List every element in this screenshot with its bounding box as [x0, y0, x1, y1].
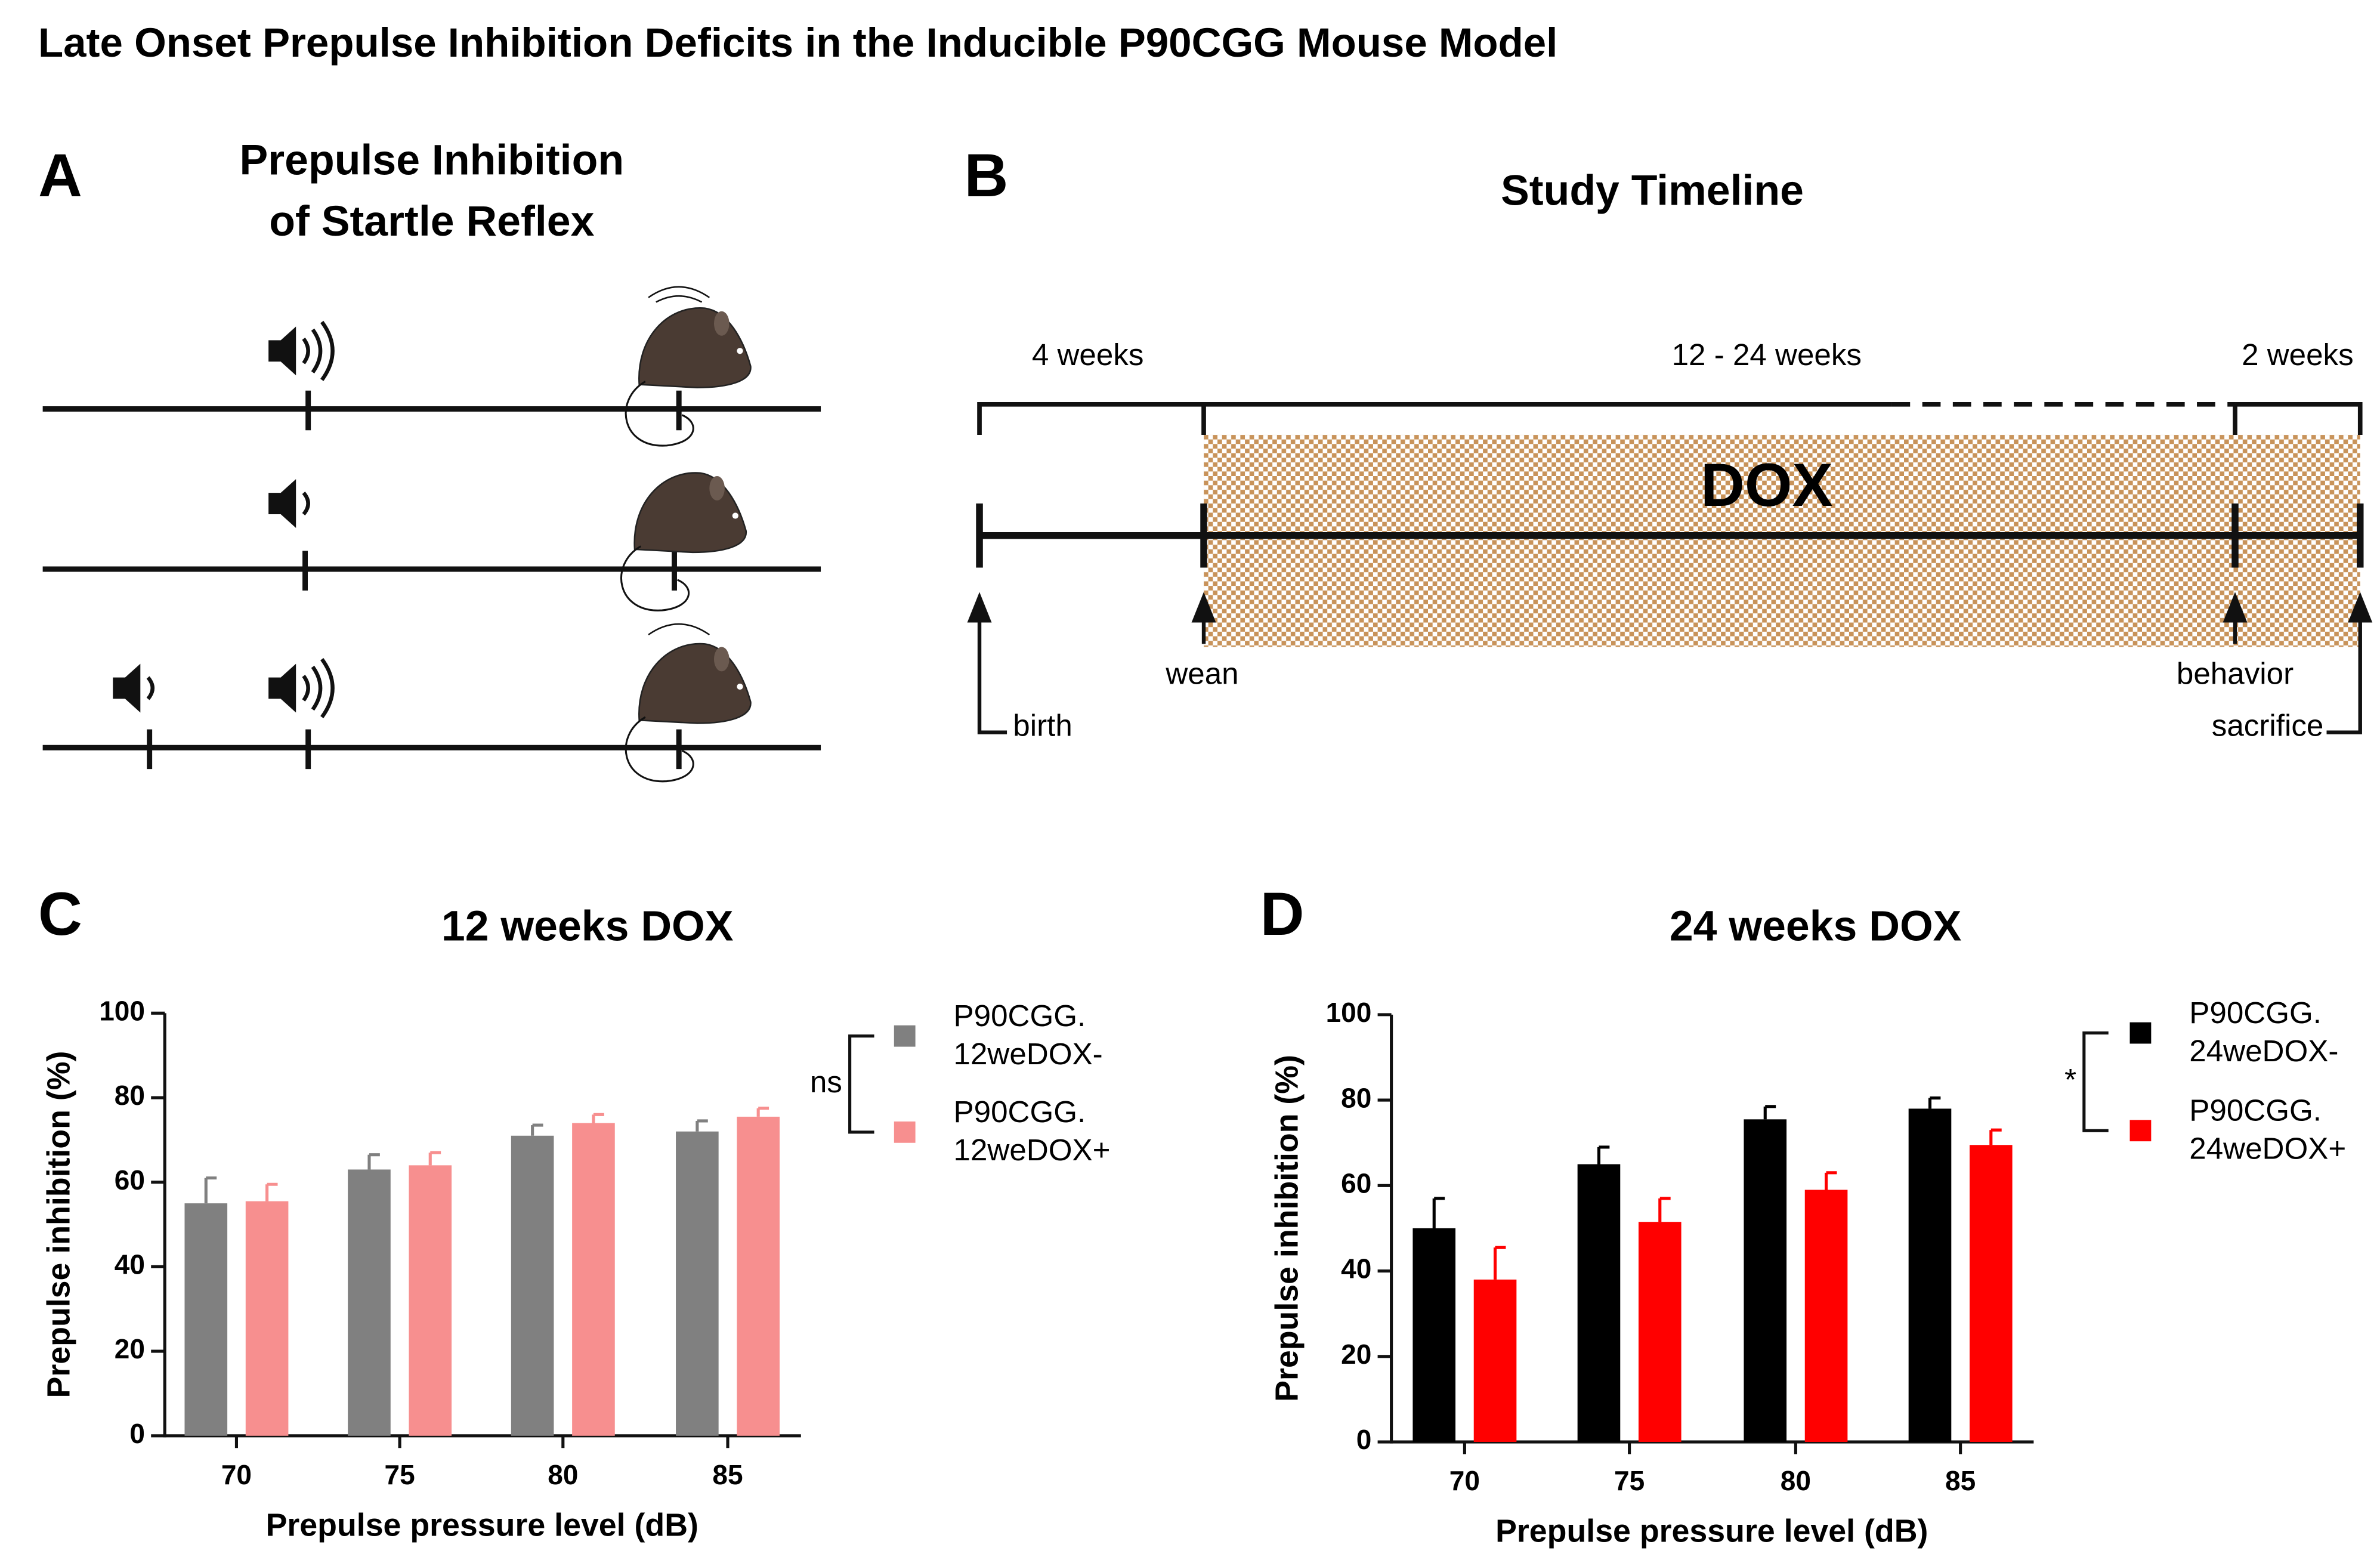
timeline — [976, 401, 2364, 734]
legend-swatch — [2129, 1022, 2152, 1044]
panel-letter: B — [964, 141, 1008, 209]
y-tick-label: 80 — [115, 1080, 145, 1111]
panel-title: of Startle Reflex — [269, 197, 594, 245]
y-tick-label: 20 — [1341, 1339, 1371, 1370]
y-tick-label: 100 — [1326, 997, 1372, 1028]
bar — [676, 1131, 719, 1436]
y-tick-label: 20 — [115, 1333, 145, 1364]
chart-title: 24 weeks DOX — [1670, 903, 1962, 950]
legend-swatch — [894, 1025, 916, 1047]
bar — [348, 1169, 391, 1436]
event-label: sacrifice — [2212, 709, 2324, 743]
bar — [245, 1201, 289, 1436]
bar — [1577, 1164, 1621, 1442]
y-tick-label: 60 — [115, 1164, 145, 1196]
bar — [1638, 1222, 1682, 1442]
event-label: behavior — [2177, 657, 2294, 691]
bar — [409, 1165, 452, 1436]
treatment-label: DOX — [1701, 450, 1833, 519]
panel-letter: D — [1260, 879, 1305, 948]
bar — [1412, 1228, 1456, 1442]
y-tick-label: 0 — [129, 1418, 145, 1449]
panel-letter: C — [38, 879, 82, 948]
period-label: 4 weeks — [1032, 338, 1144, 372]
bar — [1473, 1279, 1517, 1442]
event-label: wean — [1165, 657, 1238, 691]
mice — [620, 286, 752, 783]
x-tick-label: 70 — [221, 1459, 252, 1490]
bar — [511, 1135, 554, 1436]
bar — [1744, 1119, 1787, 1442]
figure-title: Late Onset Prepulse Inhibition Deficits … — [38, 19, 1557, 66]
panel-title: Study Timeline — [1501, 167, 1804, 215]
y-tick-label: 60 — [1341, 1167, 1371, 1198]
x-tick-label: 70 — [1449, 1465, 1480, 1496]
bar — [184, 1203, 228, 1436]
x-axis-label: Prepulse pressure level (dB) — [266, 1507, 698, 1543]
period-label: 2 weeks — [2242, 338, 2354, 372]
panel-letter: A — [38, 141, 82, 209]
bar — [1804, 1190, 1848, 1442]
y-axis-label: Prepulse inhibition (%) — [41, 1051, 76, 1398]
panel-title: Prepulse Inhibition — [240, 137, 625, 184]
pulse-diagram — [42, 390, 821, 770]
legend-swatch — [894, 1121, 916, 1143]
significance-bracket — [2082, 1031, 2109, 1132]
dox-period — [1204, 434, 2360, 647]
x-tick-label: 75 — [1614, 1465, 1645, 1496]
arrowheads — [967, 592, 2373, 623]
y-tick-label: 0 — [1356, 1424, 1372, 1455]
significance-bracket — [848, 1034, 874, 1134]
significance-label: * — [2064, 1062, 2076, 1096]
x-tick-label: 75 — [385, 1459, 415, 1490]
legend-label: P90CGG. 12weDOX+ — [954, 1095, 1111, 1167]
x-tick-label: 85 — [712, 1459, 743, 1490]
legend-label: P90CGG. 12weDOX- — [954, 999, 1103, 1071]
x-tick-label: 85 — [1945, 1465, 1976, 1496]
significance-label: ns — [810, 1065, 842, 1099]
event-label: birth — [1013, 709, 1072, 743]
legend-label: P90CGG. 24weDOX+ — [2189, 1093, 2346, 1165]
y-tick-label: 80 — [1341, 1082, 1371, 1113]
y-tick-label: 100 — [99, 995, 145, 1026]
bar — [1908, 1108, 1952, 1442]
period-label: 12 - 24 weeks — [1672, 338, 1862, 372]
x-tick-label: 80 — [1781, 1465, 1811, 1496]
y-axis-label: Prepulse inhibition (%) — [1269, 1055, 1305, 1402]
legend-label: P90CGG. 24weDOX- — [2189, 995, 2338, 1067]
x-axis-label: Prepulse pressure level (dB) — [1495, 1513, 1928, 1549]
bar — [737, 1116, 780, 1436]
x-tick-label: 80 — [548, 1459, 578, 1490]
bar — [572, 1123, 615, 1436]
y-tick-label: 40 — [1341, 1253, 1371, 1284]
bar — [1969, 1145, 2013, 1442]
chart-title: 12 weeks DOX — [441, 903, 734, 950]
legend-swatch — [2129, 1120, 2152, 1142]
speakers — [113, 320, 335, 719]
y-tick-label: 40 — [115, 1249, 145, 1280]
